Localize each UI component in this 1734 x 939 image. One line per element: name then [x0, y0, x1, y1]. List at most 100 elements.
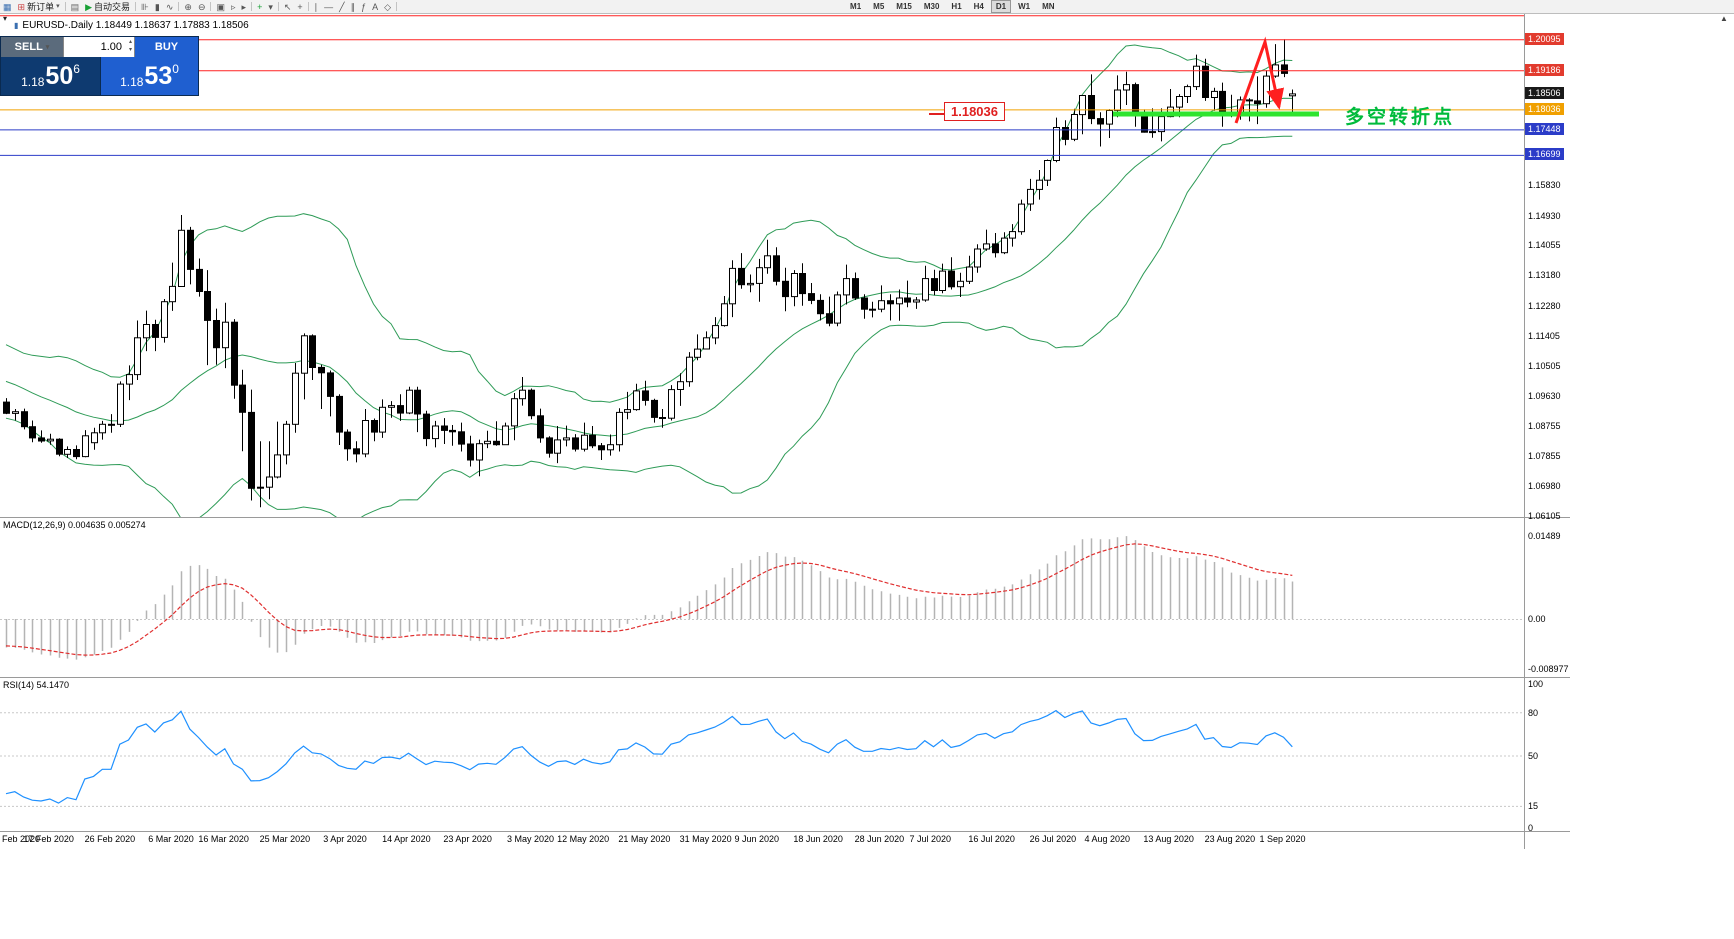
price-level-label: 1.18036: [1525, 102, 1564, 115]
toolbar-separator: [277, 2, 279, 11]
toolbar-separator: [396, 2, 398, 11]
timeframe-button-m30[interactable]: M30: [923, 2, 940, 11]
date-tick-label: 25 Mar 2020: [259, 834, 311, 844]
date-tick-label: 12 May 2020: [557, 834, 610, 844]
timeframe-button-h1[interactable]: H1: [951, 2, 962, 11]
equidistant-channel-icon[interactable]: ∥: [348, 1, 359, 13]
vertical-line-icon[interactable]: ∣: [311, 1, 322, 13]
bar-chart-icon: ⊪: [141, 1, 149, 12]
trend-arrow[interactable]: [1234, 36, 1285, 124]
price-level-label: 1.18506: [1525, 86, 1564, 99]
sell-price-display[interactable]: 1.18 50 6: [1, 57, 101, 95]
chart-canvas[interactable]: [0, 0, 1734, 852]
zoom-in-icon[interactable]: ⊕: [181, 1, 195, 13]
date-tick-label: 9 Jun 2020: [734, 834, 780, 844]
cursor-icon[interactable]: ↖: [281, 1, 295, 13]
text-label-icon[interactable]: A: [369, 1, 381, 13]
toolbar-separator: [64, 2, 66, 11]
date-tick-label: 18 Jun 2020: [793, 834, 843, 844]
date-tick-label: 3 Apr 2020: [323, 834, 367, 844]
macd-histogram: [5, 536, 1294, 660]
support-highlight-bar[interactable]: [1113, 111, 1319, 117]
volume-stepper-icons[interactable]: ▴ ▾: [128, 39, 132, 53]
chart-window-icon[interactable]: ▦: [0, 1, 15, 13]
ask-pipette: 0: [172, 62, 179, 76]
auto-trading-button[interactable]: ▶ 自动交易: [82, 1, 133, 13]
scroll-up-icon[interactable]: ▲: [1720, 14, 1728, 23]
ask-prefix: 1.18: [120, 75, 144, 89]
one-click-collapse-icon[interactable]: ▾: [3, 14, 8, 23]
date-tick-label: 16 Mar 2020: [198, 834, 249, 844]
horizontal-line-icon[interactable]: ―: [321, 1, 336, 13]
line-chart-icon[interactable]: ∿: [163, 1, 177, 13]
trendline-icon[interactable]: ╱: [336, 1, 347, 13]
toolbar-separator: [135, 2, 137, 11]
auto-trading-button: ▶: [85, 1, 93, 12]
date-tick-label: 28 Jun 2020: [854, 834, 905, 844]
toolbar-separator: [251, 2, 253, 11]
rsi-tick-label: 50: [1528, 751, 1539, 761]
timeframe-button-m15[interactable]: M15: [896, 2, 912, 11]
chart-ohlc-text: EURUSD-.Daily 1.18449 1.18637 1.17883 1.…: [22, 20, 249, 31]
chart-shift-icon[interactable]: ▸: [239, 1, 250, 13]
rsi-tick-label: 80: [1528, 707, 1539, 718]
chevron-down-icon: ▾: [45, 44, 50, 51]
equidistant-channel-icon: ∥: [350, 1, 356, 12]
price-annotation-label[interactable]: 1.18036: [944, 102, 1005, 121]
main-toolbar: ▦ ⊞ 新订单 ▾ ▤ ▶ 自动交易 ⊪ ▮ ∿ ⊕ ⊖ ▣ ▹ ▸ + ▾ ↖ + ∣ ― ╱ ∥ ƒ A ◇ M1 M5 M15 M3…: [0, 0, 1734, 14]
chevron-down-icon: ▾: [56, 2, 60, 10]
rsi-indicator-label: RSI(14) 54.1470: [3, 680, 70, 690]
sell-button[interactable]: SELL ▾: [1, 37, 63, 57]
chart-type-icon: ▮: [14, 21, 19, 30]
tile-windows-icon[interactable]: ▣: [213, 1, 228, 13]
date-tick-label: 1 Sep 2020: [1259, 834, 1306, 844]
buy-button[interactable]: BUY: [135, 37, 198, 57]
line-chart-icon: ∿: [165, 1, 174, 12]
bid-big-digits: 50: [45, 62, 74, 90]
auto-scroll-icon[interactable]: ▹: [228, 1, 239, 13]
date-tick-label: 6 Mar 2020: [148, 834, 194, 844]
timeframe-button-m1[interactable]: M1: [850, 2, 862, 11]
bollinger-middle-band: [5, 97, 1293, 437]
fibonacci-icon[interactable]: ƒ: [358, 1, 369, 13]
buy-button-label: BUY: [154, 41, 179, 53]
timeframe-button-d1[interactable]: D1: [990, 0, 1012, 13]
rsi-tick-label: 100: [1528, 679, 1544, 689]
timeframe-toolbar: M1 M5 M15 M30 H1 H4 D1 W1 MN: [844, 0, 1061, 13]
date-tick-label: 7 Jul 2020: [909, 834, 952, 844]
zoom-out-icon[interactable]: ⊖: [195, 1, 209, 13]
indicators-icon: +: [257, 1, 263, 12]
turning-point-annotation[interactable]: 多空转折点: [1345, 107, 1456, 128]
indicators-caret-icon[interactable]: ▾: [265, 1, 276, 13]
indicators-caret-icon: ▾: [268, 1, 273, 12]
timeframe-button-mn[interactable]: MN: [1042, 2, 1055, 11]
price-tick-label: 1.08755: [1528, 420, 1561, 431]
timeframe-button-w1[interactable]: W1: [1018, 2, 1031, 11]
price-tick-label: 1.14055: [1528, 240, 1561, 251]
profiles-icon[interactable]: ▤: [68, 1, 83, 13]
main-chart-pane[interactable]: [0, 15, 1524, 525]
timeframe-button-h4[interactable]: H4: [973, 2, 984, 11]
date-tick-label: 14 Apr 2020: [382, 834, 431, 844]
buy-price-display[interactable]: 1.18 53 0: [101, 57, 198, 95]
chart-ohlc-header: ▮ EURUSD-.Daily 1.18449 1.18637 1.17883 …: [14, 20, 249, 31]
date-tick-label: 21 May 2020: [618, 834, 671, 844]
price-tick-label: 1.13180: [1528, 270, 1561, 281]
bollinger-upper-band: [5, 44, 1293, 403]
fibonacci-icon: ƒ: [361, 1, 367, 12]
bar-chart-icon[interactable]: ⊪: [138, 1, 152, 13]
date-tick-label: 3 May 2020: [507, 834, 555, 844]
candlestick-chart-icon[interactable]: ▮: [152, 1, 163, 13]
chart-window-icon: ▦: [3, 1, 12, 12]
macd-pane: [5, 536, 1294, 660]
trendline-icon: ╱: [339, 1, 345, 12]
arrows-icon[interactable]: ◇: [381, 1, 394, 13]
price-level-label: 1.20095: [1525, 32, 1564, 45]
macd-tick-label: 0.00: [1528, 614, 1546, 624]
timeframe-button-m5[interactable]: M5: [873, 2, 885, 11]
volume-input[interactable]: 1.00 ▴ ▾: [63, 37, 135, 57]
crosshair-icon[interactable]: +: [294, 1, 305, 13]
indicators-icon[interactable]: +: [254, 1, 265, 13]
date-tick-label: 26 Feb 2020: [84, 834, 136, 844]
new-order-button[interactable]: ⊞ 新订单 ▾: [15, 1, 63, 13]
